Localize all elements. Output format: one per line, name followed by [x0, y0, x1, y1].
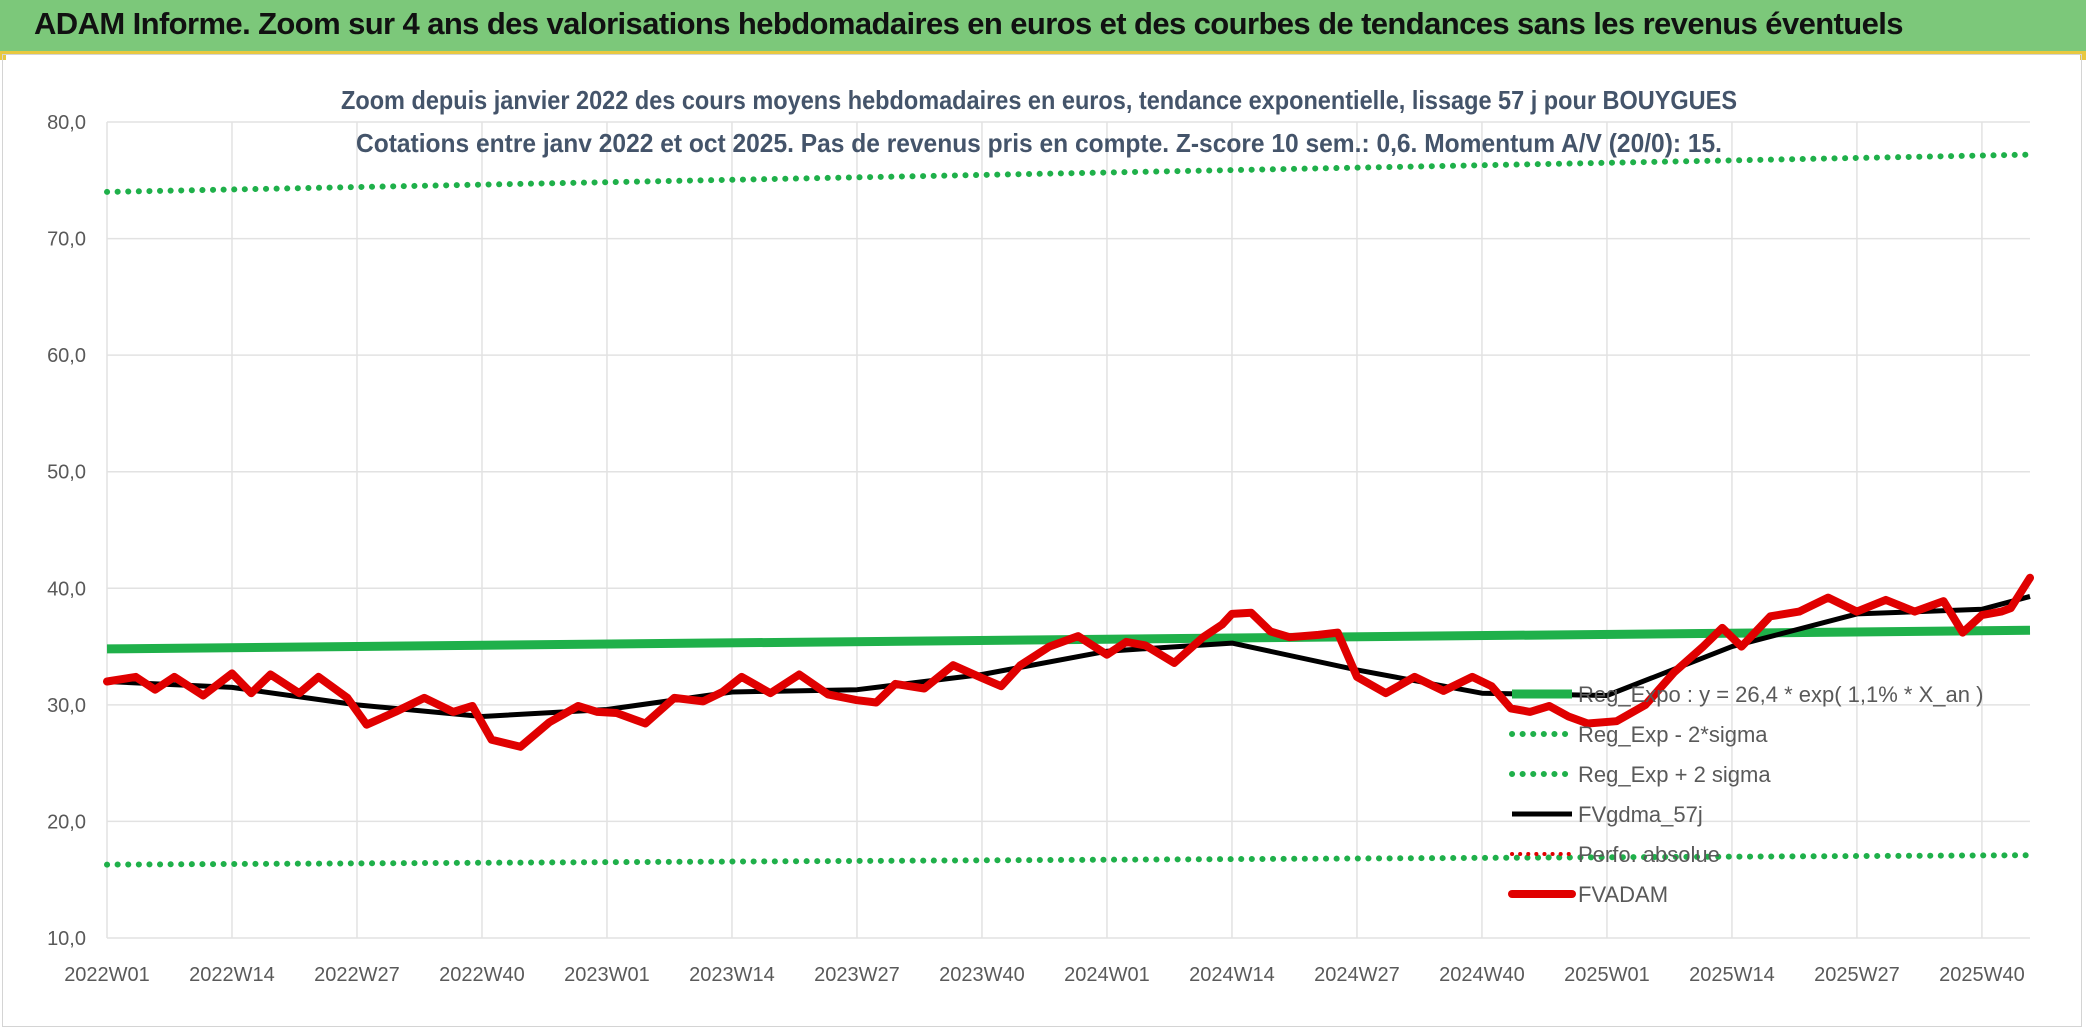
report-banner: ADAM Informe. Zoom sur 4 ans des valoris…	[0, 0, 2086, 54]
y-tick-label: 50,0	[47, 462, 86, 484]
series-fvadam	[103, 573, 2034, 751]
legend-label: Reg_Exp + 2 sigma	[1578, 762, 1771, 787]
series-reg-exp-minus-2sigma	[104, 852, 2033, 868]
x-tick-label: 2024W14	[1189, 964, 1275, 986]
chart-title: Zoom depuis janvier 2022 des cours moyen…	[341, 85, 1737, 115]
x-tick-label: 2025W14	[1689, 964, 1775, 986]
series-reg-exp-plus-2sigma	[104, 151, 2033, 195]
legend-label: Reg_Exp - 2*sigma	[1578, 722, 1768, 747]
x-tick-label: 2024W01	[1064, 964, 1150, 986]
x-tick-label: 2024W40	[1439, 964, 1525, 986]
y-tick-label: 10,0	[47, 928, 86, 950]
corner-accent-left	[0, 54, 6, 60]
y-tick-label: 70,0	[47, 229, 86, 251]
x-tick-label: 2022W27	[314, 964, 400, 986]
legend-label: Reg_Expo : y = 26,4 * exp( 1,1% * X_an )	[1578, 682, 1983, 707]
corner-accent-right	[2080, 54, 2086, 60]
x-tick-label: 2022W40	[439, 964, 525, 986]
y-tick-label: 40,0	[47, 578, 86, 600]
legend-label: FVgdma_57j	[1578, 802, 1703, 827]
chart-frame	[2, 54, 2082, 1027]
x-tick-label: 2025W01	[1564, 964, 1650, 986]
x-tick-label: 2023W14	[689, 964, 775, 986]
x-tick-label: 2022W14	[189, 964, 275, 986]
legend-label: Perfo. absolue	[1578, 842, 1720, 867]
report-banner-title: ADAM Informe. Zoom sur 4 ans des valoris…	[34, 6, 1904, 41]
y-tick-label: 30,0	[47, 695, 86, 717]
x-tick-label: 2023W27	[814, 964, 900, 986]
x-tick-label: 2022W01	[64, 964, 150, 986]
chart-subtitle: Cotations entre janv 2022 et oct 2025. P…	[356, 128, 1722, 158]
legend-label: FVADAM	[1578, 882, 1668, 907]
y-tick-label: 60,0	[47, 345, 86, 367]
x-tick-label: 2025W40	[1939, 964, 2025, 986]
x-tick-label: 2025W27	[1814, 964, 1900, 986]
x-tick-label: 2024W27	[1314, 964, 1400, 986]
y-tick-label: 20,0	[47, 811, 86, 833]
y-tick-label: 80,0	[47, 112, 86, 134]
x-tick-label: 2023W40	[939, 964, 1025, 986]
x-tick-label: 2023W01	[564, 964, 650, 986]
